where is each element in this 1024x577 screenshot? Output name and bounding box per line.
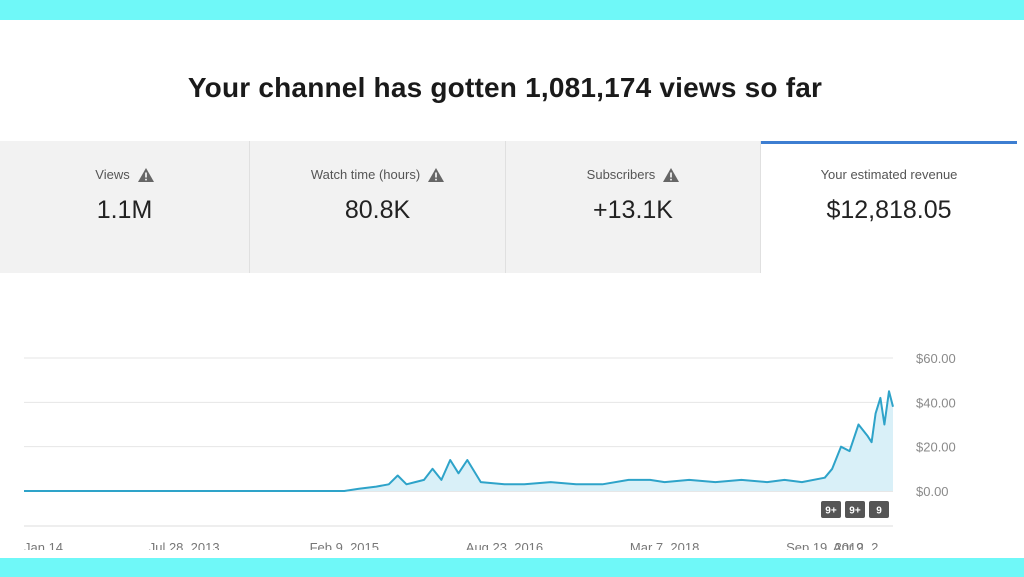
metric-tabs: Views 1.1M Watch time (hours) 80.8K Subs… [0, 141, 1017, 273]
y-tick-label: $40.00 [916, 395, 956, 410]
tab-views[interactable]: Views 1.1M [0, 141, 250, 273]
annotation-badge[interactable]: 9+ [821, 501, 841, 518]
annotation-badge[interactable]: 9 [869, 501, 889, 518]
y-tick-label: $20.00 [916, 440, 956, 455]
tab-value: +13.1K [593, 196, 673, 224]
tab-label: Subscribers [586, 167, 656, 182]
warning-triangle-icon [663, 167, 680, 182]
tab-label: Watch time (hours) [310, 167, 421, 182]
dashboard-card: Your channel has gotten 1,081,174 views … [0, 20, 1024, 558]
tab-estimated-revenue[interactable]: Your estimated revenue $12,818.05 [761, 141, 1017, 273]
badge-background [845, 501, 865, 518]
x-tick-label: Jan 14, ... [24, 540, 81, 550]
annotation-badges: 9+ 9+ 9 [821, 501, 889, 518]
badge-label: 9+ [849, 506, 861, 517]
tab-label: Your estimated revenue [820, 167, 958, 182]
x-tick-label: Sep 19, 2019 [786, 540, 863, 550]
x-tick-label: Feb 9, 2015 [310, 540, 379, 550]
x-tick-label: Apr 2, 2... [833, 540, 889, 550]
tab-value: $12,818.05 [826, 196, 952, 224]
x-tick-label: Aug 23, 2016 [466, 540, 543, 550]
revenue-line [24, 390, 894, 492]
tab-subscribers[interactable]: Subscribers +13.1K [506, 141, 761, 273]
badge-label: 9 [876, 506, 882, 517]
y-tick-label: $60.00 [916, 351, 956, 366]
annotation-badge[interactable]: 9+ [845, 501, 865, 518]
x-tick-label: Mar 7, 2018 [630, 540, 699, 550]
badge-background [869, 501, 889, 518]
badge-background [821, 501, 841, 518]
y-axis: $0.00 $20.00 $40.00 $60.00 [916, 351, 956, 499]
revenue-area [24, 391, 893, 491]
warning-triangle-icon [428, 167, 445, 182]
chart-grid [24, 357, 893, 527]
revenue-chart: $0.00 $20.00 $40.00 $60.00 Jan 14, ... Jul 2… [24, 351, 956, 550]
x-tick-label: Jul 28, 2013 [149, 540, 220, 550]
tab-value: 1.1M [96, 196, 153, 224]
x-axis: Jan 14, ... Jul 28, 2013 Feb 9, 2015 Aug 23… [24, 540, 889, 550]
tab-value: 80.8K [344, 196, 411, 224]
page-title: Your channel has gotten 1,081,174 views … [187, 72, 823, 103]
warning-triangle-icon [137, 167, 154, 182]
y-tick-label: $0.00 [916, 484, 949, 499]
tab-watch-time[interactable]: Watch time (hours) 80.8K [250, 141, 506, 273]
badge-label: 9+ [825, 506, 837, 517]
tab-label: Views [95, 167, 130, 182]
